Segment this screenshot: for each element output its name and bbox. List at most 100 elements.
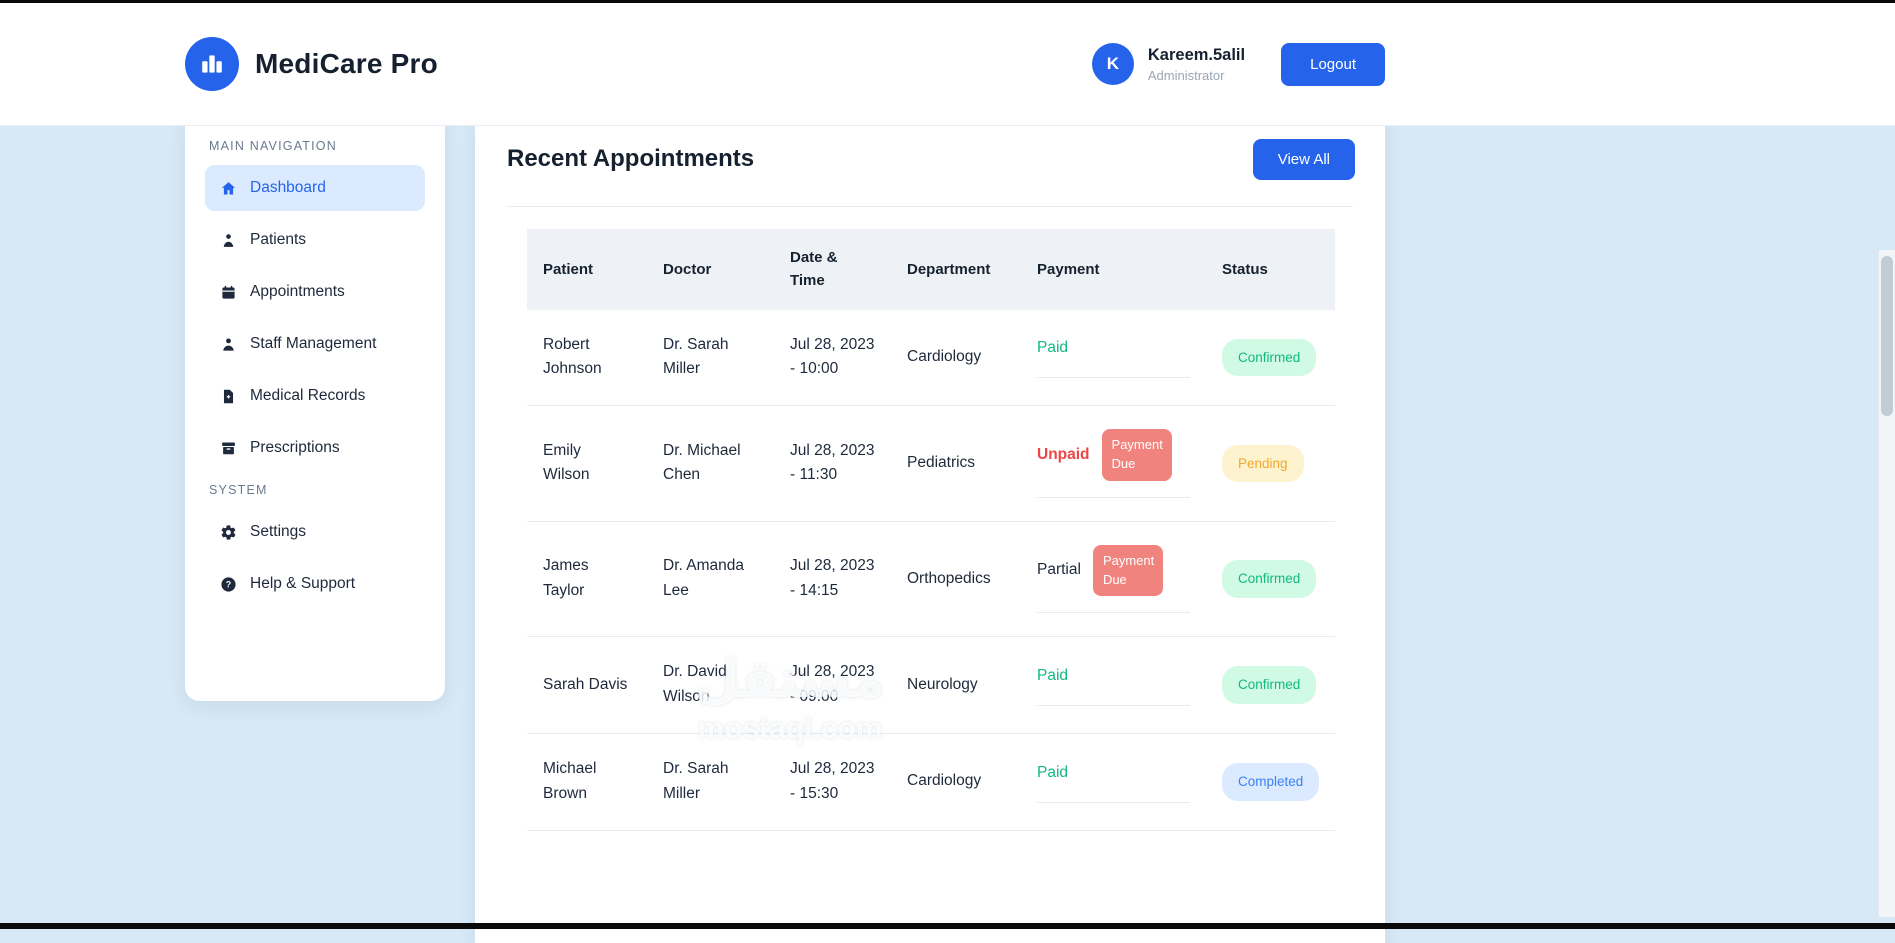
payment-cell: Unpaid Payment Due [1021, 405, 1206, 522]
sidebar-item-dashboard[interactable]: Dashboard [205, 165, 425, 212]
sidebar-item-label: Dashboard [250, 179, 326, 196]
datetime-cell: Jul 28, 2023 - 10:00 [774, 309, 891, 407]
payment-label: Paid [1037, 763, 1069, 781]
gear-icon [219, 523, 237, 541]
home-icon [219, 179, 237, 197]
help-icon: ? [219, 575, 237, 593]
column-header-doctor: Doctor [647, 229, 774, 310]
payment-wrap: Paid [1037, 336, 1190, 361]
column-header-payment: Payment [1021, 229, 1206, 310]
payment-underline [1037, 801, 1190, 803]
patient-cell: Emily Wilson [527, 405, 647, 522]
doctor-cell: Dr. David Wilson [647, 636, 774, 735]
column-header-date-time: Date & Time [774, 229, 891, 310]
hospital-logo-icon [185, 37, 239, 91]
table-row: Emily Wilson Dr. Michael Chen Jul 28, 2023… [527, 405, 1335, 522]
divider [507, 206, 1353, 207]
sidebar-item-staff-management[interactable]: Staff Management [205, 321, 425, 367]
payment-wrap: Unpaid Payment Due [1037, 429, 1190, 481]
scrollbar-track[interactable] [1878, 250, 1895, 917]
recent-appointments-card: Recent Appointments View All Patient Doct… [475, 113, 1385, 943]
status-cell: Confirmed [1206, 521, 1335, 638]
department-cell: Cardiology [891, 733, 1021, 831]
payment-cell: Paid [1021, 636, 1206, 735]
calendar-icon [219, 283, 237, 301]
sidebar-item-appointments[interactable]: Appointments [205, 269, 425, 315]
column-header-status: Status [1206, 229, 1335, 310]
payment-cell: Paid [1021, 733, 1206, 831]
status-cell: Pending [1206, 405, 1335, 522]
payment-due-badge: Payment Due [1092, 544, 1163, 597]
svg-text:?: ? [225, 579, 230, 589]
avatar[interactable]: K [1091, 43, 1134, 85]
patient-cell: Michael Brown [527, 733, 647, 831]
payment-label: Unpaid [1037, 445, 1090, 463]
table-row: Sarah Davis Dr. David Wilson Jul 28, 2023 … [527, 636, 1335, 735]
nav-section-label: SYSTEM [209, 483, 268, 498]
payment-underline [1037, 705, 1190, 707]
sidebar-item-label: Staff Management [250, 335, 377, 353]
user-name: Kareem.5alil [1147, 45, 1246, 64]
table-row: Michael Brown Dr. Sarah Miller Jul 28, 202… [527, 733, 1335, 831]
payment-label: Paid [1037, 339, 1069, 357]
brand[interactable]: MediCare Pro [185, 37, 438, 91]
table-body: Robert Johnson Dr. Sarah Miller Jul 28, 20… [527, 309, 1335, 831]
sidebar-item-help-support[interactable]: ? Help & Support [205, 561, 425, 607]
datetime-cell: Jul 28, 2023 - 14:15 [774, 521, 891, 638]
view-all-button[interactable]: View All [1252, 139, 1355, 180]
department-cell: Orthopedics [891, 521, 1021, 638]
payment-due-badge: Payment Due [1101, 429, 1172, 481]
department-cell: Neurology [891, 636, 1021, 735]
patients-icon [219, 231, 237, 249]
status-badge: Confirmed [1222, 666, 1317, 705]
payment-underline [1037, 612, 1190, 614]
payment-wrap: Paid [1037, 761, 1190, 786]
payment-wrap: Partial Payment Due [1037, 544, 1190, 597]
column-header-department: Department [891, 229, 1021, 310]
status-badge: Completed [1222, 763, 1320, 801]
user-meta: Kareem.5alil Administrator [1148, 46, 1245, 83]
sidebar-item-label: Appointments [250, 283, 345, 301]
sidebar-item-label: Medical Records [250, 387, 366, 405]
datetime-cell: Jul 28, 2023 - 15:30 [774, 733, 891, 831]
payment-cell: Paid [1021, 309, 1206, 407]
brand-name: MediCare Pro [255, 48, 438, 79]
records-icon [219, 387, 237, 405]
logout-button[interactable]: Logout [1281, 42, 1385, 86]
sidebar: MAIN NAVIGATION Dashboard Patients Appointm… [185, 111, 445, 701]
doctor-cell: Dr. Sarah Miller [647, 733, 774, 831]
app-header: MediCare Pro K Kareem.5alil Administrato… [0, 3, 1895, 125]
datetime-cell: Jul 28, 2023 - 09:00 [774, 636, 891, 735]
scrollbar-thumb[interactable] [1881, 256, 1893, 416]
sidebar-item-prescriptions[interactable]: Prescriptions [205, 425, 425, 471]
department-cell: Pediatrics [891, 405, 1021, 522]
sidebar-item-medical-records[interactable]: Medical Records [205, 373, 425, 419]
prescriptions-icon [219, 439, 237, 457]
user-area: K Kareem.5alil Administrator Logout [1091, 42, 1385, 86]
status-cell: Confirmed [1206, 636, 1335, 735]
sidebar-item-label: Prescriptions [250, 439, 340, 457]
window-edge-top [0, 0, 1895, 3]
payment-underline [1037, 496, 1190, 498]
sidebar-item-patients[interactable]: Patients [205, 217, 425, 263]
payment-label: Paid [1037, 667, 1069, 685]
content-area: MAIN NAVIGATION Dashboard Patients Appointm… [0, 111, 1895, 943]
status-cell: Completed [1206, 733, 1335, 831]
card-header: Recent Appointments View All [507, 139, 1355, 180]
status-cell: Confirmed [1206, 309, 1335, 407]
doctor-cell: Dr. Sarah Miller [647, 309, 774, 407]
status-badge: Confirmed [1222, 338, 1317, 377]
nav-section-label: MAIN NAVIGATION [209, 139, 337, 153]
patient-cell: Robert Johnson [527, 309, 647, 407]
table-wrap: Patient Doctor Date & Time Department Paymen… [527, 229, 1335, 831]
payment-label: Partial [1037, 561, 1081, 579]
status-badge: Pending [1222, 444, 1304, 483]
patient-cell: James Taylor [527, 521, 647, 638]
payment-wrap: Paid [1037, 664, 1190, 689]
sidebar-item-settings[interactable]: Settings [205, 509, 425, 555]
patient-cell: Sarah Davis [527, 636, 647, 735]
doctor-cell: Dr. Michael Chen [647, 405, 774, 522]
doctor-cell: Dr. Amanda Lee [647, 521, 774, 638]
page-title: Recent Appointments [507, 145, 755, 172]
window-edge-bottom [0, 923, 1895, 929]
